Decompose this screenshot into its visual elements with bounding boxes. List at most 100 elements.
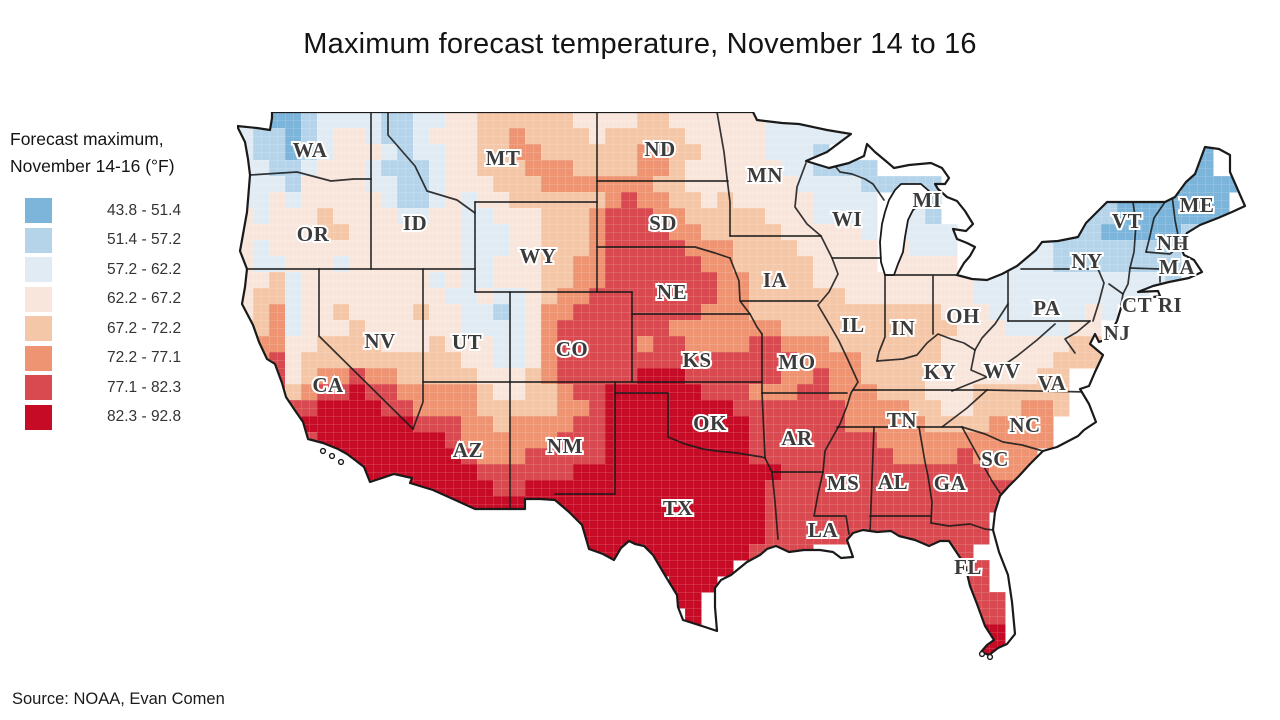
state-border xyxy=(249,171,372,182)
state-label-wy: WY xyxy=(519,244,556,268)
state-label-ri: RI xyxy=(1158,293,1182,317)
state-label-ut: UT xyxy=(452,330,482,354)
state-label-ca: CA xyxy=(312,373,344,397)
state-border xyxy=(1020,268,1105,322)
state-border xyxy=(986,323,1056,378)
state-border xyxy=(794,162,822,237)
state-label-pa: PA xyxy=(1033,296,1061,320)
raster-cell xyxy=(269,400,286,417)
state-label-ne: NE xyxy=(657,280,687,304)
state-label-ky: KY xyxy=(924,360,957,384)
state-border xyxy=(614,392,766,459)
raster-cell xyxy=(269,416,286,433)
island-dot xyxy=(986,653,994,661)
state-label-ct: CT xyxy=(1122,293,1152,317)
state-label-wi: WI xyxy=(832,207,862,231)
state-label-ny: NY xyxy=(1071,249,1102,273)
state-label-sd: SD xyxy=(649,211,677,235)
state-label-mo: MO xyxy=(778,350,815,374)
state-label-ar: AR xyxy=(781,426,813,450)
raster-cell xyxy=(573,544,590,561)
island-dot xyxy=(337,458,345,466)
legend-title: Forecast maximum, November 14-16 (°F) xyxy=(10,126,240,180)
legend-row: 62.2 - 67.2 xyxy=(10,285,240,315)
raster-cell xyxy=(557,528,574,545)
state-border xyxy=(596,246,731,259)
legend-row: 57.2 - 62.2 xyxy=(10,255,240,285)
raster-cell xyxy=(253,384,270,401)
raster-cell xyxy=(237,336,254,353)
raster-cell xyxy=(957,624,974,641)
state-border xyxy=(761,392,766,459)
island-dot xyxy=(319,447,327,455)
legend-bin-label: 43.8 - 51.4 xyxy=(107,201,182,219)
raster-cell xyxy=(237,352,254,369)
raster-cell xyxy=(429,496,446,513)
legend-title-line1: Forecast maximum, xyxy=(10,129,164,149)
lake-michigan xyxy=(879,183,930,276)
raster-cell xyxy=(237,384,254,401)
state-border xyxy=(951,349,988,392)
legend-bin-label: 72.2 - 77.1 xyxy=(107,349,182,367)
raster-cell xyxy=(397,496,414,513)
raster-cell xyxy=(957,592,974,609)
state-label-ms: MS xyxy=(827,471,860,495)
legend-swatch xyxy=(25,257,52,283)
state-border xyxy=(318,268,414,430)
state-label-mt: MT xyxy=(486,146,521,170)
island-dot xyxy=(978,650,986,658)
legend-row: 51.4 - 57.2 xyxy=(10,226,240,256)
legend-swatch xyxy=(25,227,52,253)
legend-swatch xyxy=(25,345,52,371)
state-border xyxy=(876,333,976,362)
raster-cell xyxy=(957,608,974,625)
legend-row: 43.8 - 51.4 xyxy=(10,196,240,226)
state-label-la: LA xyxy=(808,518,839,542)
state-border xyxy=(764,457,779,540)
legend-rows: 43.8 - 51.4 51.4 - 57.2 57.2 - 62.2 62.2 - … xyxy=(10,196,240,432)
state-label-va: VA xyxy=(1038,371,1067,395)
state-border xyxy=(876,274,886,362)
legend-row: 72.2 - 77.1 xyxy=(10,344,240,374)
state-border xyxy=(813,235,859,535)
state-border xyxy=(961,426,1001,494)
state-label-id: ID xyxy=(403,211,427,235)
state-label-ga: GA xyxy=(934,471,967,495)
state-border xyxy=(1122,201,1137,295)
us-map-svg: WA MT ND MN MI WI OR ID SD WY NE IA IL IN OH PA NY VT ME NH… xyxy=(235,110,1247,661)
state-border xyxy=(412,268,424,430)
legend-bin-label: 51.4 - 57.2 xyxy=(107,231,182,249)
legend-swatch xyxy=(25,404,52,430)
legend-row: 77.1 - 82.3 xyxy=(10,373,240,403)
state-border xyxy=(387,112,476,214)
state-border xyxy=(1064,320,1091,354)
state-label-oh: OH xyxy=(946,304,980,328)
legend-swatch xyxy=(25,286,52,312)
raster-cell xyxy=(1085,192,1102,209)
legend-swatch xyxy=(25,198,52,224)
raster-cell xyxy=(909,544,926,561)
state-label-co: CO xyxy=(556,337,589,361)
state-border xyxy=(716,112,731,237)
state-label-wv: WV xyxy=(983,359,1020,383)
state-label-nv: NV xyxy=(364,329,395,353)
state-border xyxy=(834,165,885,201)
legend-bin-label: 67.2 - 72.2 xyxy=(107,319,182,337)
state-label-or: OR xyxy=(297,222,330,246)
raster-cell xyxy=(237,368,254,385)
state-label-mi: MI xyxy=(913,188,942,212)
legend-swatch xyxy=(25,375,52,401)
state-label-nh: NH xyxy=(1157,231,1190,255)
raster-cell xyxy=(1005,240,1022,257)
state-border xyxy=(974,303,1009,351)
page-title: Maximum forecast temperature, November 1… xyxy=(303,28,977,60)
raster-cell xyxy=(1069,208,1086,225)
source-credit: Source: NOAA, Evan Comen xyxy=(12,690,225,708)
state-border xyxy=(1145,201,1166,253)
raster-cell xyxy=(413,496,430,513)
state-label-tn: TN xyxy=(887,408,917,432)
map-clipped-layer xyxy=(237,112,1245,655)
state-label-fl: FL xyxy=(954,555,982,579)
state-label-ia: IA xyxy=(763,268,788,292)
us-outline xyxy=(235,110,1247,657)
